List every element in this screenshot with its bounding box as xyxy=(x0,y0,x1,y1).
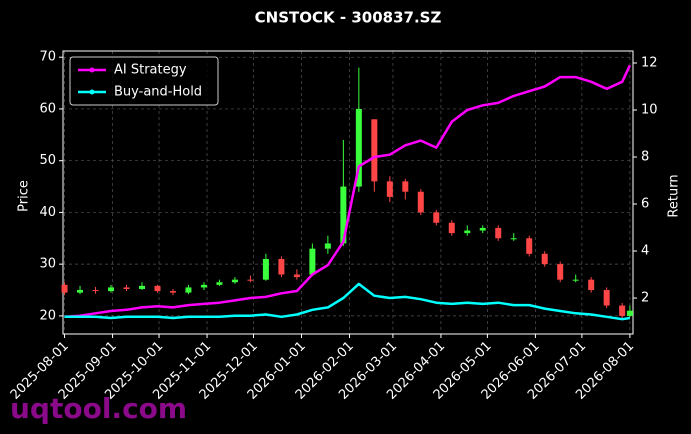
y2-tick-label: 8 xyxy=(641,150,649,165)
legend-marker xyxy=(89,67,95,73)
candle-body xyxy=(402,181,409,192)
y-tick-label: 50 xyxy=(39,153,56,168)
candle-body xyxy=(185,287,192,293)
candle-body xyxy=(433,212,440,223)
y-tick-label: 40 xyxy=(39,205,56,220)
y-tick-label: 70 xyxy=(39,50,56,65)
candle-body xyxy=(293,274,300,278)
candle-body xyxy=(278,258,285,275)
y-tick-label: 20 xyxy=(39,308,56,323)
candle-body xyxy=(138,285,145,289)
y-axis-label: Price xyxy=(17,180,32,212)
legend-marker xyxy=(89,89,95,95)
candle-body xyxy=(588,279,595,291)
candle-body xyxy=(417,191,424,213)
candle-body xyxy=(216,282,223,285)
candle-body xyxy=(169,291,176,293)
candle-body xyxy=(572,279,579,281)
candle-body xyxy=(77,290,84,293)
y-tick-label: 60 xyxy=(39,101,56,116)
y-tick-label: 30 xyxy=(39,257,56,272)
y2-tick-label: 4 xyxy=(641,244,649,259)
candle-body xyxy=(386,181,393,197)
candle-body xyxy=(371,119,378,182)
return-line xyxy=(64,64,632,319)
candle-body xyxy=(324,243,331,249)
y2-tick-label: 12 xyxy=(641,55,658,70)
candle-body xyxy=(340,186,347,244)
candle-body xyxy=(231,279,238,283)
candle-body xyxy=(619,305,626,316)
candle-body xyxy=(247,279,254,281)
legend-label: AI Strategy xyxy=(114,63,187,78)
candle-body xyxy=(154,285,161,292)
y2-tick-label: 6 xyxy=(641,197,649,212)
candle-body xyxy=(495,227,502,239)
candle-body xyxy=(557,264,564,280)
candle-body xyxy=(61,284,68,293)
candle-body xyxy=(626,310,633,316)
candle-body xyxy=(603,290,610,306)
plot-frame xyxy=(62,50,634,335)
candle-body xyxy=(541,253,548,265)
candle-body xyxy=(123,287,130,289)
return-line xyxy=(64,282,631,321)
candle-body xyxy=(262,258,269,280)
candle-body xyxy=(510,238,517,240)
legend-box xyxy=(69,56,219,106)
y2-tick-label: 10 xyxy=(641,102,658,117)
candle-body xyxy=(92,290,99,292)
y2-axis-label: Return xyxy=(667,174,682,217)
candle-body xyxy=(526,238,533,254)
candle-body xyxy=(448,222,455,234)
legend-label: Buy-and-Hold xyxy=(114,85,202,100)
candle-body xyxy=(479,227,486,231)
y2-tick-label: 2 xyxy=(641,291,649,306)
chart-title: CNSTOCK - 300837.SZ xyxy=(255,9,442,27)
candle-body xyxy=(309,248,316,275)
candle-body xyxy=(464,230,471,234)
candle-body xyxy=(200,284,207,288)
watermark: uqtool.com xyxy=(10,392,187,425)
candle-body xyxy=(108,287,115,292)
candle-body xyxy=(355,108,362,187)
